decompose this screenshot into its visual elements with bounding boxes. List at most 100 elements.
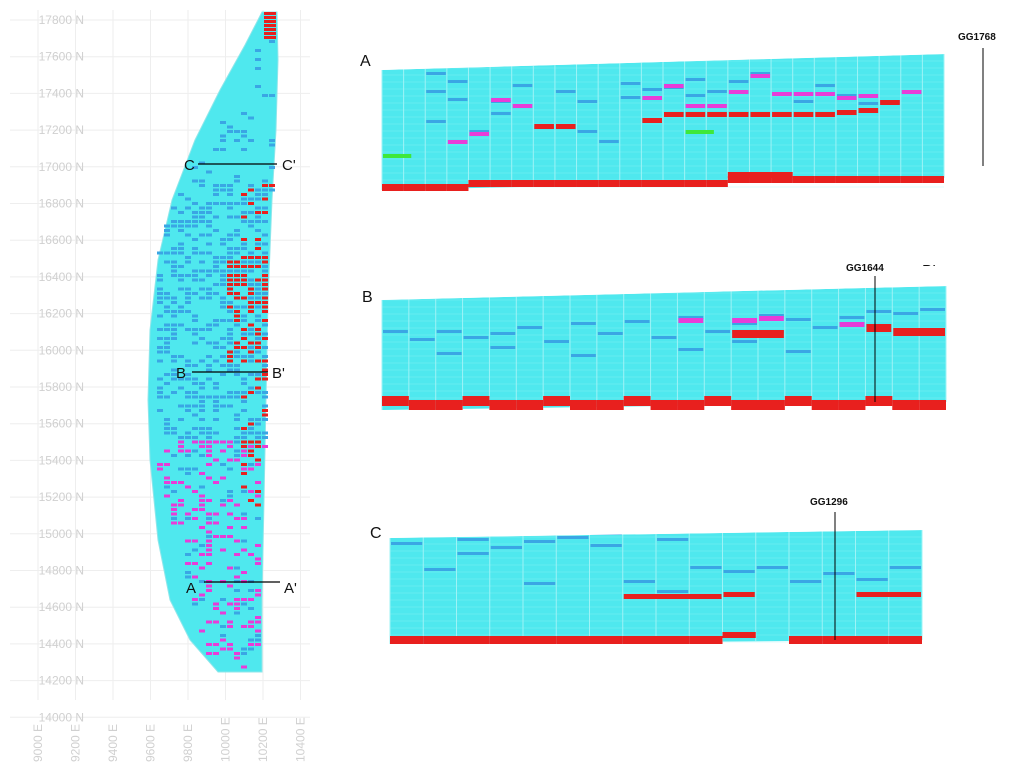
plan-block	[241, 359, 247, 363]
plan-block	[213, 292, 219, 295]
plan-block	[227, 337, 233, 340]
base-red-block	[792, 176, 815, 183]
plan-block	[157, 314, 163, 318]
plan-block	[227, 328, 233, 331]
section-b-start-label: B	[176, 365, 186, 382]
red-block	[555, 124, 576, 129]
plan-block	[255, 85, 261, 88]
plan-block	[227, 643, 233, 646]
blue-block	[555, 90, 576, 93]
base-red-block	[533, 180, 555, 187]
base-red-block	[589, 636, 623, 644]
blue-block	[426, 120, 446, 123]
drillhole-gg1768-label: GG1768	[958, 32, 996, 43]
plan-block	[220, 283, 226, 286]
northing-label: 14000 N	[39, 710, 84, 724]
section-b-block-model	[380, 266, 948, 410]
plan-block	[269, 94, 275, 97]
plan-block	[264, 20, 276, 23]
plan-block	[262, 337, 268, 340]
plan-block	[178, 418, 184, 421]
plan-block	[192, 224, 198, 228]
northing-label: 16800 N	[39, 197, 84, 211]
plan-block	[192, 278, 198, 282]
plan-block	[241, 647, 247, 651]
blue-block	[858, 102, 879, 105]
plan-block	[157, 278, 163, 282]
section-top-mask	[380, 34, 946, 70]
plan-block	[241, 454, 247, 457]
plan-block	[185, 391, 191, 394]
plan-block	[171, 314, 177, 318]
northing-label: 14800 N	[39, 564, 84, 578]
plan-block	[255, 629, 261, 633]
plan-block	[178, 265, 184, 268]
plan-block	[164, 337, 170, 340]
plan-block	[199, 260, 205, 264]
base-red-block	[490, 180, 512, 187]
plan-block	[241, 238, 247, 241]
plan-block	[220, 260, 226, 264]
blue-block	[409, 338, 435, 341]
plan-block	[199, 499, 205, 502]
plan-block	[213, 184, 219, 187]
red-block	[664, 112, 684, 117]
plan-block	[199, 472, 205, 475]
plan-block	[241, 130, 247, 133]
base-red-block	[596, 400, 624, 410]
plan-block	[248, 490, 254, 493]
plan-block	[157, 328, 163, 331]
plan-block	[213, 229, 219, 232]
plan-block	[185, 256, 191, 259]
plan-block	[164, 323, 170, 327]
base-red-block	[749, 176, 772, 183]
plan-block	[227, 292, 233, 295]
plan-block	[178, 445, 184, 448]
plan-block	[220, 269, 226, 273]
base-red-block	[423, 636, 457, 644]
magenta-block	[728, 90, 749, 94]
plan-block	[171, 355, 177, 358]
blue-block	[491, 112, 511, 115]
plan-block	[255, 481, 261, 484]
base-red-block	[554, 180, 577, 187]
plan-block	[234, 260, 240, 264]
plan-block	[241, 517, 247, 520]
plan-block	[262, 251, 268, 255]
plan-block	[206, 436, 212, 439]
plan-block	[213, 535, 219, 538]
easting-label: 9800 E	[181, 724, 195, 762]
plan-block	[241, 296, 247, 300]
plan-block	[262, 292, 268, 295]
plan-block	[213, 193, 219, 196]
base-red-block	[489, 400, 517, 410]
plan-block	[234, 652, 240, 655]
plan-block	[199, 485, 205, 489]
drillhole-gg1644-label: GG1644	[846, 263, 884, 274]
base-red-block	[789, 636, 823, 644]
plan-block	[157, 467, 163, 471]
plan-block	[262, 269, 268, 273]
plan-block	[262, 364, 268, 367]
plan-view: 17800 N 17600 N 17400 N 17200 N 17000 N 16800…	[10, 10, 310, 762]
plan-block	[192, 598, 198, 601]
plan-block	[192, 467, 198, 471]
plan-block	[192, 602, 198, 606]
plan-block	[262, 256, 268, 259]
plan-block	[178, 220, 184, 223]
section-a-block-model	[380, 34, 946, 191]
plan-block	[185, 359, 191, 363]
plan-block	[178, 323, 184, 327]
plan-block	[220, 319, 226, 322]
plan-block	[199, 215, 205, 219]
plan-block	[178, 386, 184, 390]
red-block	[623, 594, 722, 599]
plan-block	[220, 449, 226, 453]
plan-block	[255, 319, 261, 322]
northing-label: 17800 N	[39, 13, 84, 27]
section-a-left-label: A	[360, 53, 371, 70]
plan-block	[255, 256, 261, 259]
plan-block	[192, 341, 198, 345]
plan-block	[262, 197, 268, 201]
